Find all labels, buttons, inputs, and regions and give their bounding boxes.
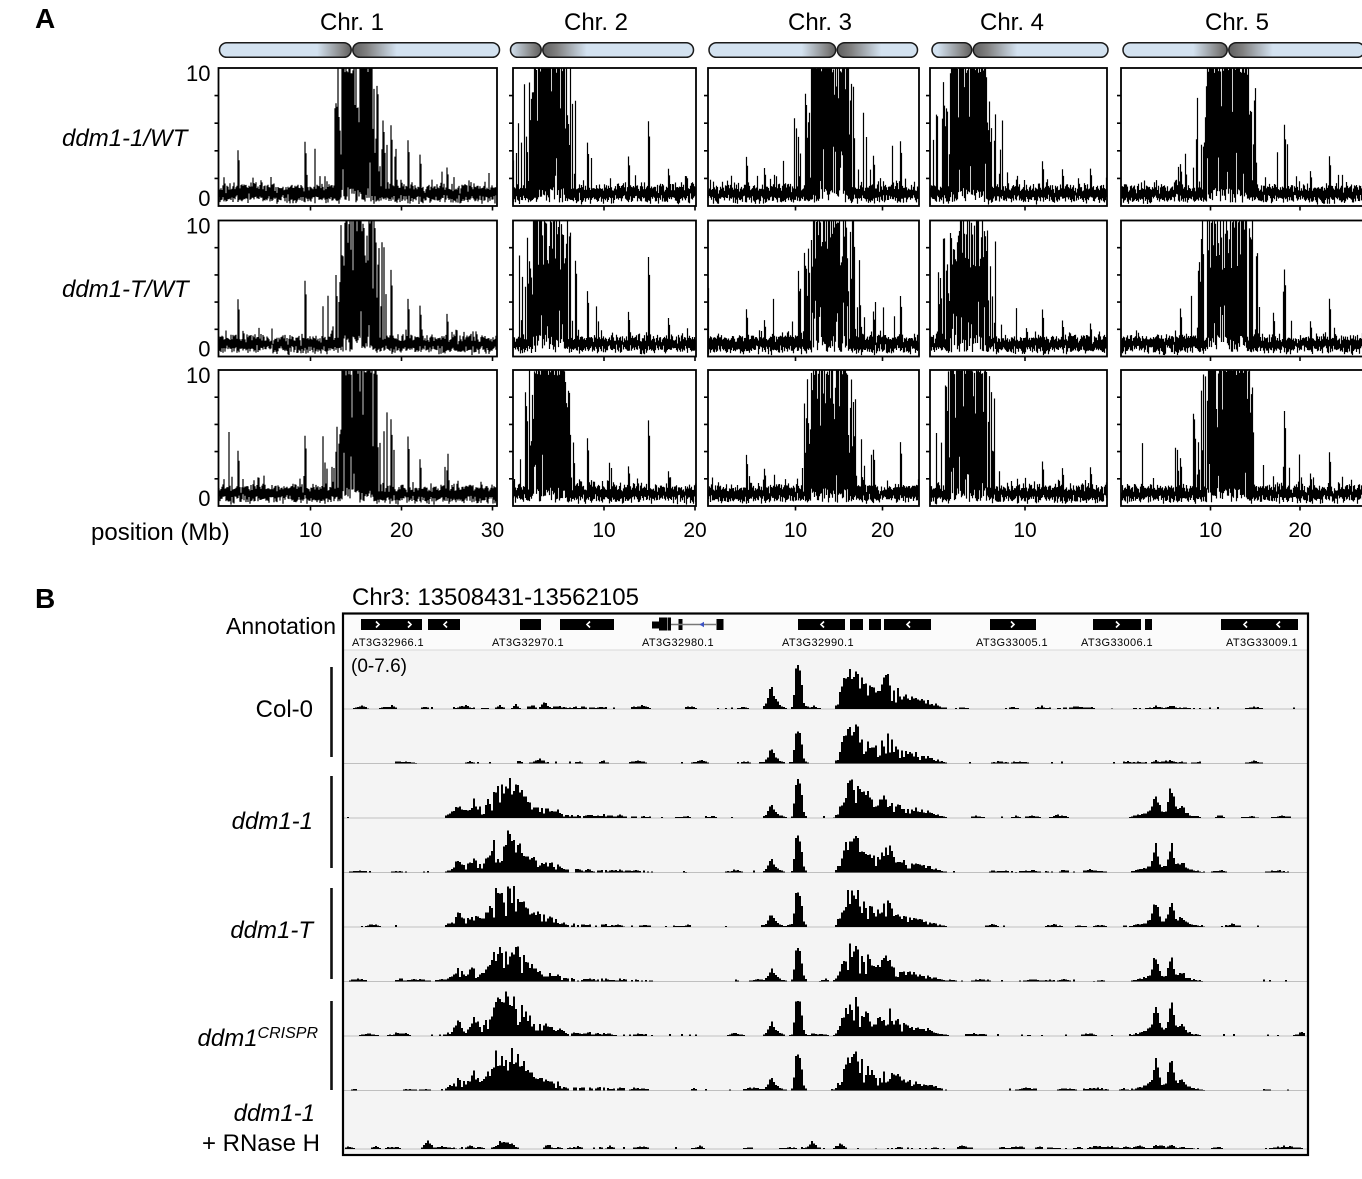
svg-text:ddm1-1: ddm1-1	[234, 1100, 315, 1127]
svg-text:10: 10	[592, 519, 615, 542]
svg-text:(0-7.6): (0-7.6)	[351, 656, 407, 677]
svg-text:B: B	[35, 583, 55, 614]
svg-text:AT3G32990.1: AT3G32990.1	[782, 637, 854, 649]
svg-text:0: 0	[198, 486, 210, 511]
svg-text:Chr. 3: Chr. 3	[788, 9, 852, 36]
svg-text:Chr. 1: Chr. 1	[320, 9, 384, 36]
svg-text:ddm1-1/WT: ddm1-1/WT	[62, 125, 190, 152]
svg-text:0: 0	[198, 186, 210, 211]
svg-text:30: 30	[481, 519, 504, 542]
svg-text:10: 10	[1013, 519, 1036, 542]
svg-text:A: A	[35, 3, 55, 34]
svg-text:10: 10	[186, 61, 210, 86]
svg-text:Chr. 2: Chr. 2	[564, 9, 628, 36]
svg-text:AT3G33005.1: AT3G33005.1	[976, 637, 1048, 649]
svg-text:10: 10	[1199, 519, 1222, 542]
svg-text:position (Mb): position (Mb)	[91, 519, 230, 546]
svg-text:Chr3: 13508431-13562105: Chr3: 13508431-13562105	[352, 584, 639, 611]
svg-text:10: 10	[186, 213, 210, 238]
svg-text:20: 20	[683, 519, 706, 542]
svg-text:10: 10	[299, 519, 322, 542]
svg-text:AT3G32970.1: AT3G32970.1	[492, 637, 564, 649]
svg-text:ddm1-1: ddm1-1	[232, 808, 313, 835]
svg-text:+ RNase H: + RNase H	[202, 1130, 320, 1157]
svg-text:Chr. 5: Chr. 5	[1205, 9, 1269, 36]
svg-text:AT3G32966.1: AT3G32966.1	[352, 637, 424, 649]
svg-text:ddm1CRISPR: ddm1CRISPR	[198, 1025, 319, 1052]
svg-text:10: 10	[186, 363, 210, 388]
svg-text:10: 10	[784, 519, 807, 542]
svg-text:AT3G33009.1: AT3G33009.1	[1226, 637, 1298, 649]
svg-text:Chr. 4: Chr. 4	[980, 9, 1044, 36]
svg-text:ddm1-T/WT: ddm1-T/WT	[62, 276, 191, 303]
svg-text:20: 20	[1288, 519, 1311, 542]
svg-text:20: 20	[871, 519, 894, 542]
svg-text:Annotation: Annotation	[226, 613, 336, 639]
svg-text:ddm1-T: ddm1-T	[230, 917, 315, 944]
svg-text:AT3G33006.1: AT3G33006.1	[1081, 637, 1153, 649]
svg-text:Col-0: Col-0	[256, 696, 313, 723]
svg-text:20: 20	[390, 519, 413, 542]
svg-text:AT3G32980.1: AT3G32980.1	[642, 637, 714, 649]
svg-text:0: 0	[198, 337, 210, 362]
